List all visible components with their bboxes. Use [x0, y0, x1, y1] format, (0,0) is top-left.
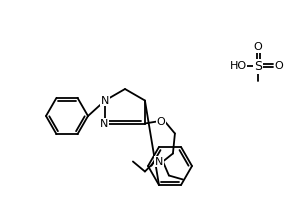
- Text: O: O: [254, 42, 262, 52]
- Text: HO: HO: [229, 61, 247, 71]
- Text: O: O: [275, 61, 283, 71]
- Text: N: N: [101, 95, 109, 106]
- Text: S: S: [254, 60, 262, 73]
- Text: N: N: [155, 157, 163, 166]
- Text: N: N: [100, 118, 108, 129]
- Text: O: O: [157, 116, 165, 127]
